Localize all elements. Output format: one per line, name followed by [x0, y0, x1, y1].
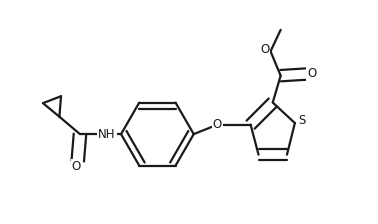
- Text: O: O: [307, 67, 316, 80]
- Text: S: S: [298, 114, 305, 127]
- Text: O: O: [71, 160, 81, 173]
- Text: NH: NH: [98, 128, 116, 141]
- Text: O: O: [260, 43, 270, 56]
- Text: O: O: [213, 118, 222, 131]
